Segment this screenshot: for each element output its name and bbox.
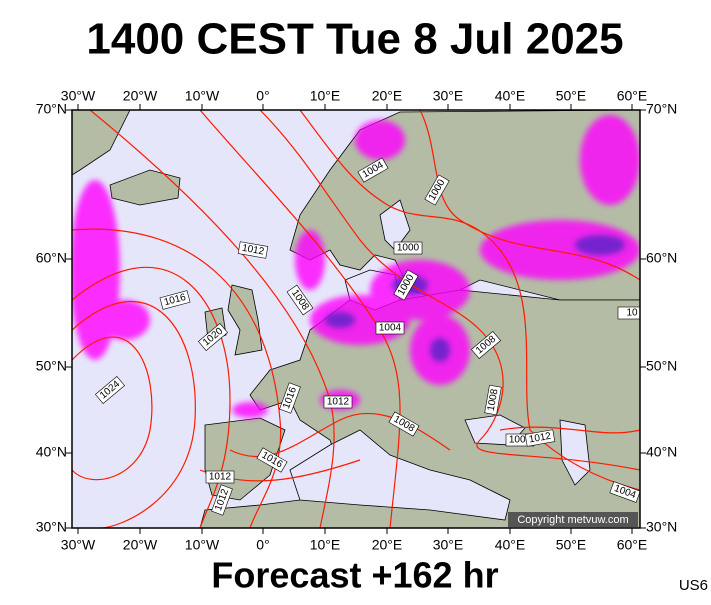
- isobar-label-box: [375, 321, 405, 335]
- isobar-label-text: 1008: [486, 388, 501, 412]
- lon-label-bottom: 50°E: [556, 537, 587, 553]
- lat-label-left: 70°N: [36, 101, 67, 117]
- lon-label-bottom: 0°: [256, 537, 269, 553]
- lon-label-top: 50°E: [556, 88, 587, 104]
- isobar-label-box: [205, 470, 235, 484]
- copyright-box: [508, 512, 638, 527]
- forecast-label: Forecast +162 hr: [211, 555, 498, 596]
- isobar-label-box: [470, 330, 502, 360]
- lon-label-bottom: 30°W: [61, 537, 96, 553]
- isobar-label: 1012: [205, 470, 235, 484]
- isobar-label: 1012: [323, 395, 353, 409]
- lat-label-right: 70°N: [646, 101, 677, 117]
- isobar-label-text: 1004: [379, 323, 402, 334]
- lon-label-bottom: 30°E: [433, 537, 464, 553]
- isobar-label-text: 1012: [209, 472, 232, 483]
- lat-label-right: 50°N: [646, 358, 677, 374]
- isobar-label-box: [159, 290, 191, 310]
- lat-label-right: 60°N: [646, 250, 677, 266]
- isobar-label-box: [279, 382, 301, 414]
- model-label: US6: [679, 577, 708, 594]
- lat-label-left: 40°N: [36, 444, 67, 460]
- lon-label-bottom: 10°E: [310, 537, 341, 553]
- isobar-label-box: [237, 241, 269, 259]
- lon-label-top: 10°E: [310, 88, 341, 104]
- map-frame: [71, 109, 641, 529]
- lat-label-right: 30°N: [646, 519, 677, 535]
- isobar-label-box: [393, 269, 419, 301]
- lon-label-bottom: 20°E: [372, 537, 403, 553]
- isobar-label-box: [256, 447, 288, 473]
- isobar-label: 1008: [484, 384, 502, 416]
- lon-label-top: 20°E: [372, 88, 403, 104]
- graticule-labels: 30°W 30°W 20°W 20°W 10°W 10°W 0° 0° 10°E 10°E 20°E…: [36, 88, 678, 553]
- isobar-label-text: 1004: [509, 435, 532, 446]
- isobar-label: 1012: [237, 241, 269, 259]
- isobar-label-box: [286, 284, 314, 316]
- title: 1400 CEST Tue 8 Jul 2025: [86, 15, 623, 64]
- lon-label-bottom: 60°E: [617, 537, 648, 553]
- lat-label-left: 50°N: [36, 358, 67, 374]
- lon-label-bottom: 10°W: [185, 537, 220, 553]
- isobar-label-box: [357, 157, 389, 183]
- lon-label-top: 40°E: [495, 88, 526, 104]
- isobar-label: 10: [617, 306, 640, 320]
- lon-label-top: 10°W: [185, 88, 220, 104]
- lon-label-top: 30°E: [433, 88, 464, 104]
- isobar-label-box: [197, 322, 229, 352]
- lon-label-bottom: 40°E: [495, 537, 526, 553]
- isobar-label-text: 1012: [327, 397, 350, 408]
- lon-label-top: 0°: [256, 88, 269, 104]
- isobar-label-box: [484, 384, 502, 416]
- isobar-label-text: 1012: [528, 431, 552, 446]
- isobar-label-box: [524, 429, 556, 447]
- isobar-label-box: [323, 395, 353, 409]
- isobar-label-box: [94, 375, 126, 405]
- isobar-label-box: [424, 174, 450, 206]
- isobar-label: 1004: [375, 321, 405, 335]
- isobar-label: 1012: [524, 429, 556, 447]
- isobar-label-box: [609, 481, 640, 503]
- copyright: Copyright metvuw.com: [517, 514, 628, 526]
- isobar-label-text: 10: [626, 308, 638, 319]
- isobar-label: 1000: [393, 241, 423, 255]
- lon-label-top: 60°E: [617, 88, 648, 104]
- lon-label-top: 20°W: [123, 88, 158, 104]
- lon-label-bottom: 20°W: [123, 537, 158, 553]
- isobar-label-text: 1012: [241, 243, 265, 258]
- isobar-label-box: [211, 484, 233, 516]
- isobar-label-box: [617, 306, 640, 320]
- lon-label-top: 30°W: [61, 88, 96, 104]
- lat-label-right: 40°N: [646, 444, 677, 460]
- lat-label-left: 30°N: [36, 519, 67, 535]
- isobar-label-box: [388, 411, 420, 437]
- lat-label-left: 60°N: [36, 250, 67, 266]
- isobar-label-text: 1000: [397, 243, 420, 254]
- isobar-label-box: [393, 241, 423, 255]
- isobar-label: 1016: [159, 290, 191, 310]
